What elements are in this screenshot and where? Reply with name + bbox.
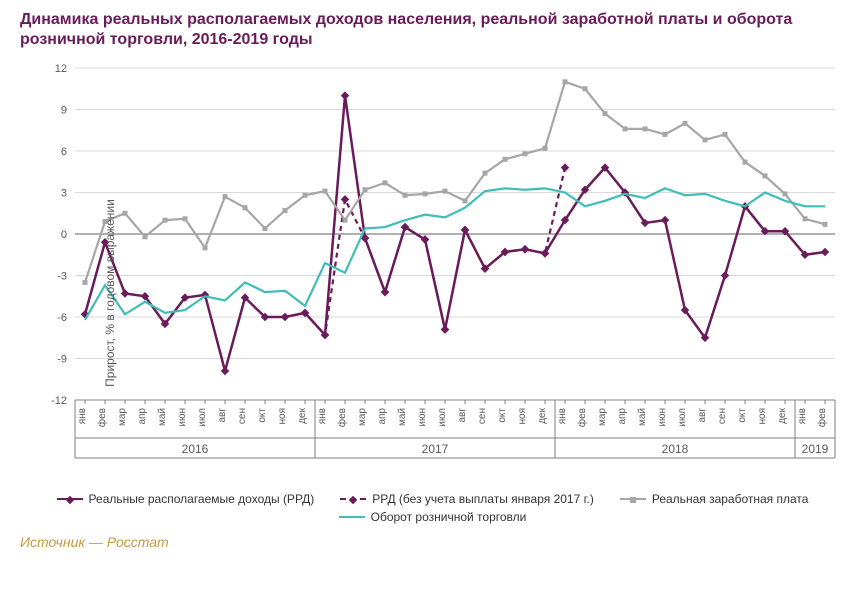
svg-text:июн: июн: [417, 408, 428, 427]
legend-label: Реальная заработная плата: [652, 492, 809, 506]
svg-text:9: 9: [61, 105, 67, 117]
svg-text:ноя: ноя: [517, 408, 528, 425]
y-axis-label: Прирост, % в годовом выражении: [103, 199, 117, 387]
svg-text:авг: авг: [697, 408, 708, 423]
svg-text:авг: авг: [217, 408, 228, 423]
svg-text:окт: окт: [257, 408, 268, 423]
svg-text:июл: июл: [677, 408, 688, 427]
svg-text:май: май: [397, 408, 408, 426]
svg-text:2018: 2018: [662, 442, 689, 456]
svg-text:2016: 2016: [182, 442, 209, 456]
svg-text:дек: дек: [537, 407, 548, 423]
svg-text:апр: апр: [617, 408, 628, 425]
legend-item: РРД (без учета выплаты января 2017 г.): [340, 492, 594, 506]
svg-text:мар: мар: [597, 408, 608, 426]
svg-text:3: 3: [61, 188, 67, 200]
chart-area: Прирост, % в годовом выражении -12 -9 -6 -3…: [20, 58, 845, 528]
svg-text:дек: дек: [297, 407, 308, 423]
svg-text:фев: фев: [816, 408, 828, 427]
svg-text:мар: мар: [357, 408, 368, 426]
svg-text:ноя: ноя: [757, 408, 768, 425]
svg-text:6: 6: [61, 146, 67, 158]
svg-text:2017: 2017: [422, 442, 449, 456]
svg-text:-12: -12: [51, 395, 67, 407]
legend-item: Реальные располагаемые доходы (РРД): [57, 492, 315, 506]
svg-text:янв: янв: [797, 408, 808, 424]
legend-label: Реальные располагаемые доходы (РРД): [89, 492, 315, 506]
svg-text:-9: -9: [57, 354, 67, 366]
svg-text:сен: сен: [237, 408, 248, 424]
svg-text:июл: июл: [197, 408, 208, 427]
svg-text:июл: июл: [437, 408, 448, 427]
svg-text:апр: апр: [137, 408, 148, 425]
legend-swatch: [57, 498, 83, 500]
legend-swatch: [339, 516, 365, 518]
svg-text:янв: янв: [317, 408, 328, 424]
svg-text:сен: сен: [717, 408, 728, 424]
svg-text:янв: янв: [77, 408, 88, 424]
svg-text:фев: фев: [96, 408, 108, 427]
legend-item: Реальная заработная плата: [620, 492, 809, 506]
svg-text:дек: дек: [777, 407, 788, 423]
svg-text:янв: янв: [557, 408, 568, 424]
svg-text:ноя: ноя: [277, 408, 288, 425]
legend-swatch: [620, 498, 646, 500]
svg-text:-6: -6: [57, 312, 67, 324]
legend-label: РРД (без учета выплаты января 2017 г.): [372, 492, 594, 506]
legend-item: Оборот розничной торговли: [339, 510, 527, 524]
svg-text:май: май: [637, 408, 648, 426]
svg-text:май: май: [157, 408, 168, 426]
svg-text:июн: июн: [657, 408, 668, 427]
legend-swatch: [340, 498, 366, 500]
svg-text:0: 0: [61, 229, 67, 241]
source-citation: Источник — Росстат: [20, 534, 845, 550]
legend-label: Оборот розничной торговли: [371, 510, 527, 524]
svg-text:фев: фев: [336, 408, 348, 427]
svg-text:2019: 2019: [802, 442, 829, 456]
svg-text:сен: сен: [477, 408, 488, 424]
chart-title: Динамика реальных располагаемых доходов …: [20, 10, 845, 50]
svg-text:-3: -3: [57, 271, 67, 283]
svg-text:12: 12: [55, 63, 67, 75]
legend: Реальные располагаемые доходы (РРД) РРД (…: [20, 492, 845, 524]
svg-text:мар: мар: [117, 408, 128, 426]
line-chart-svg: -12-9-6-3036912янвфевмарапрмайиюниюлавгс…: [20, 58, 845, 488]
svg-text:окт: окт: [497, 408, 508, 423]
svg-text:апр: апр: [377, 408, 388, 425]
svg-text:окт: окт: [737, 408, 748, 423]
svg-text:авг: авг: [457, 408, 468, 423]
svg-text:фев: фев: [576, 408, 588, 427]
svg-text:июн: июн: [177, 408, 188, 427]
